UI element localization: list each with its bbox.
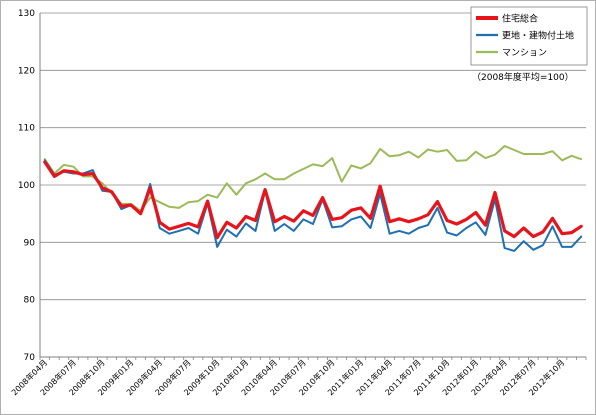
- y-tick-labels: 70 80 90 100 110 120 130: [18, 9, 35, 363]
- y-tick-label: 130: [18, 9, 35, 19]
- legend-label: マンション: [502, 49, 547, 59]
- y-tick-label: 80: [24, 296, 36, 306]
- x-tick-labels: 2008年04月2008年07月2008年10月2009年01月2009年04月…: [9, 357, 566, 397]
- base-year-note: （2008年度平均=100）: [472, 71, 574, 83]
- y-tick-label: 110: [18, 124, 35, 134]
- series-line-3: [43, 145, 583, 212]
- y-tick-label: 70: [24, 353, 36, 363]
- legend-label: 更地・建物付土地: [502, 30, 574, 42]
- y-tick-label: 100: [18, 181, 35, 191]
- legend-label: 住宅総合: [502, 13, 538, 25]
- series-lines: [43, 145, 583, 252]
- axes: [39, 13, 587, 360]
- y-tick-label: 90: [24, 238, 36, 248]
- y-tick-label: 120: [18, 66, 35, 76]
- series-line-1: [43, 160, 583, 240]
